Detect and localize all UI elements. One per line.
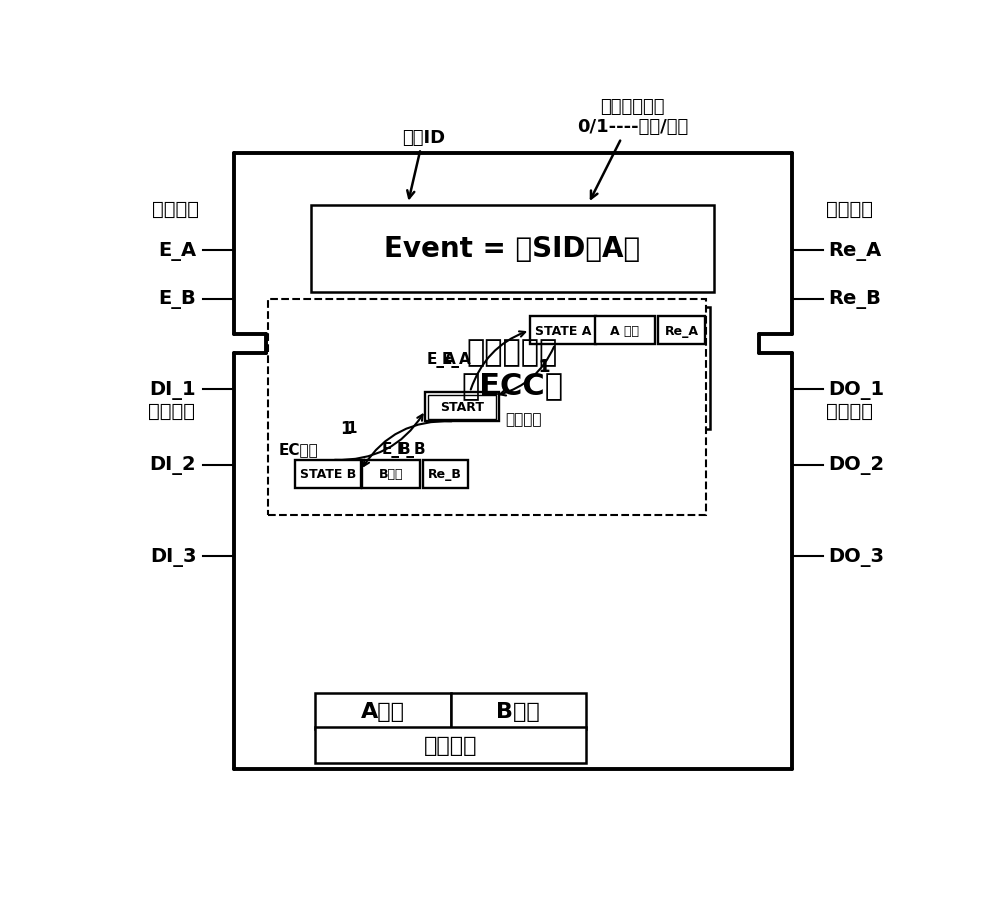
Text: 输出事件: 输出事件: [826, 200, 873, 219]
Bar: [295, 461, 361, 488]
Text: Re_B: Re_B: [829, 290, 882, 309]
Text: 输入事件: 输入事件: [152, 200, 199, 219]
Text: DO_2: DO_2: [829, 456, 885, 475]
Text: 执行控制图
（ECC）: 执行控制图 （ECC）: [462, 338, 564, 400]
Text: Re_A: Re_A: [829, 241, 882, 260]
Text: E_A: E_A: [426, 352, 456, 368]
Text: 1: 1: [538, 358, 549, 376]
Text: EC状态: EC状态: [278, 442, 318, 457]
Text: 事件ID: 事件ID: [402, 128, 445, 199]
Text: 输出数据: 输出数据: [826, 401, 873, 420]
Bar: [362, 461, 420, 488]
Bar: [530, 317, 596, 345]
Text: E_A: E_A: [441, 352, 471, 368]
Text: A 算法: A 算法: [610, 324, 639, 338]
Text: 1: 1: [340, 419, 352, 437]
Text: Re_B: Re_B: [428, 468, 462, 480]
Text: STATE B: STATE B: [300, 468, 356, 480]
Text: START: START: [440, 401, 484, 414]
Text: Event = （SID，A）: Event = （SID，A）: [384, 235, 641, 263]
Bar: [658, 317, 705, 345]
Text: Re_A: Re_A: [664, 324, 698, 338]
Text: E_B: E_B: [159, 290, 196, 309]
Bar: [315, 308, 710, 430]
Text: 事件活动状态
0/1----激活/静默: 事件活动状态 0/1----激活/静默: [577, 98, 688, 200]
Text: 1: 1: [538, 359, 549, 375]
Text: STATE A: STATE A: [535, 324, 591, 338]
Text: E_A: E_A: [158, 241, 196, 260]
Text: B算法: B算法: [496, 702, 540, 721]
Text: DO_1: DO_1: [829, 380, 885, 399]
Bar: [315, 694, 450, 730]
Bar: [595, 317, 655, 345]
Text: DO_3: DO_3: [829, 547, 885, 566]
Text: E_B: E_B: [396, 441, 426, 457]
Bar: [425, 393, 499, 422]
Text: 初始状态: 初始状态: [505, 412, 541, 426]
Text: 1: 1: [346, 421, 356, 435]
Text: A算法: A算法: [361, 702, 405, 721]
Bar: [428, 396, 496, 419]
Text: B算法: B算法: [379, 468, 403, 480]
Text: DI_2: DI_2: [150, 456, 196, 475]
Bar: [315, 727, 586, 763]
Text: 输入数据: 输入数据: [148, 401, 195, 420]
Bar: [268, 300, 706, 515]
Text: 内部变量: 内部变量: [424, 735, 477, 755]
Bar: [311, 206, 714, 293]
Bar: [423, 461, 468, 488]
Text: DI_3: DI_3: [150, 547, 196, 566]
Text: DI_1: DI_1: [150, 380, 196, 399]
Text: E_B: E_B: [381, 441, 411, 457]
Bar: [450, 694, 586, 730]
